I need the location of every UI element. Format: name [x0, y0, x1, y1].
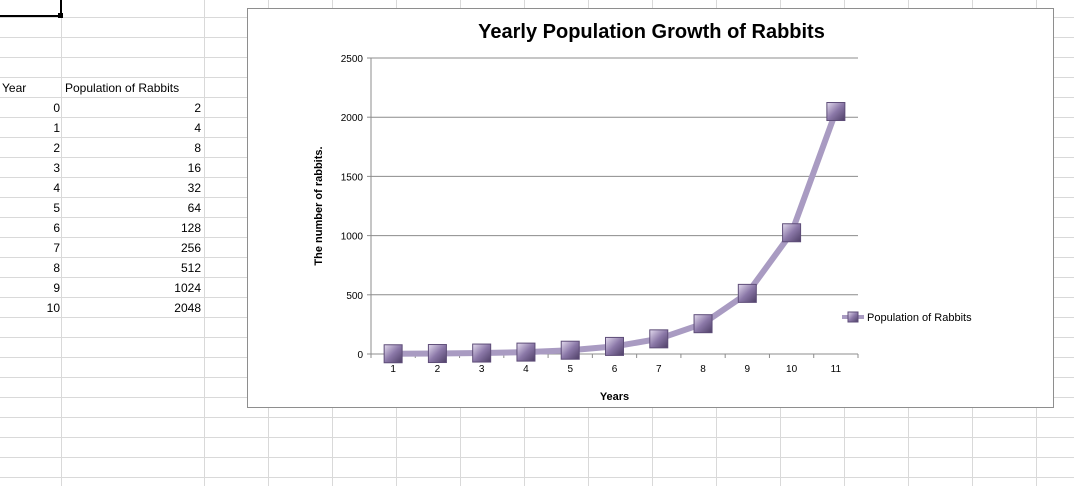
- x-tick-label: 6: [612, 364, 618, 375]
- cell-population[interactable]: 64: [187, 201, 201, 215]
- cell-population[interactable]: 256: [180, 241, 201, 255]
- cell-population[interactable]: 512: [180, 261, 201, 275]
- cell-population[interactable]: 16: [187, 161, 201, 175]
- data-point: [782, 223, 802, 243]
- cell-year[interactable]: 7: [53, 241, 60, 255]
- x-tick-label: 11: [831, 364, 842, 375]
- cell-year[interactable]: 5: [53, 201, 60, 215]
- series-line: [393, 110, 839, 357]
- cell-population[interactable]: 128: [180, 221, 201, 235]
- data-point: [427, 344, 447, 364]
- cell-year[interactable]: 2: [53, 141, 60, 155]
- x-tick-label: 10: [786, 364, 798, 375]
- data-point: [605, 336, 624, 356]
- data-point: [826, 102, 846, 122]
- data-point: [649, 329, 669, 349]
- y-tick-label: 2000: [341, 113, 364, 124]
- chart[interactable]: Yearly Population Growth of Rabbits 0 500…: [247, 8, 1054, 408]
- legend-marker: [847, 311, 859, 323]
- x-tick-label: 2: [435, 364, 441, 375]
- y-tick-label: 0: [357, 350, 363, 361]
- x-tick-label: 9: [745, 364, 751, 375]
- data-point: [693, 314, 713, 334]
- y-tick-label: 2500: [341, 54, 364, 65]
- x-tick-label: 5: [567, 364, 573, 375]
- cell-year[interactable]: 8: [53, 261, 60, 275]
- cell-year[interactable]: 9: [53, 281, 60, 295]
- data-point: [560, 340, 580, 360]
- data-point: [472, 343, 492, 363]
- x-tick-label: 4: [523, 364, 529, 375]
- y-tick-label: 500: [346, 291, 363, 302]
- y-tick-label: 1000: [341, 232, 364, 243]
- cell-population[interactable]: 4: [194, 121, 201, 135]
- x-tick-label: 8: [700, 364, 706, 375]
- cell-population[interactable]: 2: [194, 101, 201, 115]
- x-axis-label: Years: [600, 391, 629, 403]
- data-point: [516, 342, 536, 362]
- data-point: [737, 283, 757, 303]
- x-tick-label: 7: [656, 364, 662, 375]
- data-point: [383, 344, 403, 364]
- cell-population[interactable]: 2048: [174, 301, 201, 315]
- cell-population[interactable]: 1024: [174, 281, 201, 295]
- cell-year[interactable]: 10: [46, 301, 60, 315]
- legend-label: Population of Rabbits: [867, 312, 972, 324]
- cell-population[interactable]: 8: [194, 141, 201, 155]
- x-tick-label: 1: [390, 364, 396, 375]
- chart-title: Yearly Population Growth of Rabbits: [478, 21, 825, 43]
- cell-year[interactable]: 3: [53, 161, 60, 175]
- cell-year[interactable]: 0: [53, 101, 60, 115]
- cell-year[interactable]: 1: [53, 121, 60, 135]
- header-population[interactable]: Population of Rabbits: [65, 81, 180, 95]
- active-cell[interactable]: [0, 0, 62, 17]
- y-axis-label: The number of rabbits.: [313, 146, 325, 265]
- cell-population[interactable]: 32: [187, 181, 201, 195]
- fill-handle[interactable]: [58, 13, 63, 18]
- header-year[interactable]: Year: [2, 81, 27, 95]
- cell-year[interactable]: 6: [53, 221, 60, 235]
- y-tick-label: 1500: [341, 172, 364, 183]
- chart-plot: 0 500 1000 1500 2000 2500 1 2 3 4 5 6 7 8 9 10 11 Years Th…: [313, 54, 972, 403]
- cell-year[interactable]: 4: [53, 181, 60, 195]
- x-tick-label: 3: [479, 364, 485, 375]
